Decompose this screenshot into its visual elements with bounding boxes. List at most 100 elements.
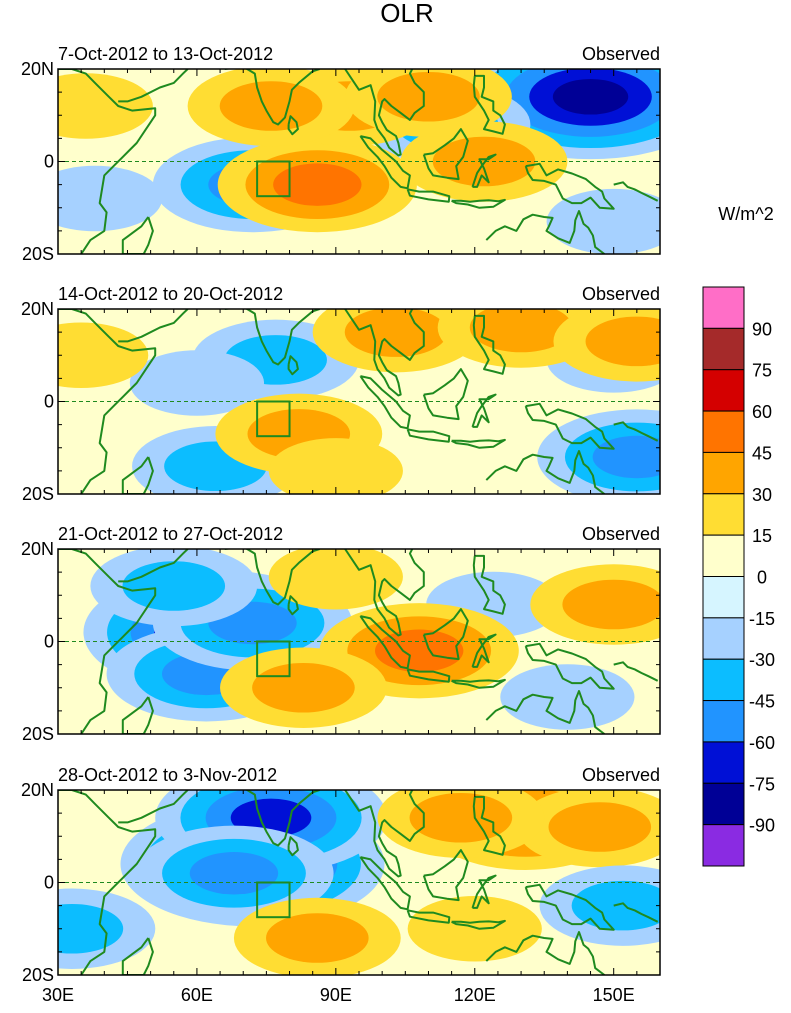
olr-contour-band (252, 662, 355, 713)
coastline (613, 181, 659, 202)
y-tick-label: 0 (44, 392, 54, 412)
coastline (224, 69, 320, 126)
colorbar-tick-label: -90 (749, 816, 775, 836)
coastline (472, 554, 506, 615)
coastline (451, 438, 506, 449)
colorbar-tick-label: 30 (752, 485, 772, 505)
colorbar-tick-label: 90 (752, 319, 772, 339)
coastline (406, 668, 451, 683)
coastline (344, 309, 425, 397)
y-tick-label: 20S (22, 244, 54, 264)
reference-box (256, 400, 291, 438)
olr-anomaly (217, 137, 417, 233)
olr-anomaly (268, 549, 403, 610)
coastlines (58, 790, 659, 975)
coastline (613, 421, 659, 442)
olr-anomaly (539, 865, 660, 946)
olr-anomaly (233, 897, 401, 975)
olr-field (58, 549, 660, 734)
olr-anomaly (134, 825, 334, 921)
coastline (224, 309, 320, 366)
colorbar: W/m^2 90 75 60 45 30 15 0 -15 -30 -45 -60 -75 -90 (702, 204, 775, 867)
olr-anomaly (58, 888, 156, 969)
olr-contour-band (546, 188, 660, 254)
olr-contour-band (219, 81, 323, 131)
coastline (472, 74, 506, 135)
coastline (613, 902, 659, 923)
coastline (287, 836, 299, 857)
colorbar-swatch (702, 576, 745, 619)
olr-contour-band (58, 165, 163, 232)
colorbar-swatch (702, 286, 745, 329)
olr-anomaly (268, 438, 403, 494)
olr-field (58, 69, 660, 254)
olr-anomaly (58, 322, 149, 389)
colorbar-tick-label: -45 (749, 692, 775, 712)
coastline (287, 355, 299, 376)
y-tick-label: 0 (44, 873, 54, 893)
coastline (121, 937, 154, 975)
coastline (58, 790, 157, 975)
olr-contour-band (562, 579, 660, 630)
olr-anomaly (530, 564, 660, 645)
coastline (471, 874, 497, 909)
colorbar-tick-label: -75 (749, 774, 775, 794)
coastlines (58, 309, 659, 494)
panel-source-label: Observed (582, 765, 660, 785)
coastline (58, 69, 157, 254)
y-tick-label: 20S (22, 484, 54, 504)
olr-anomaly (187, 69, 355, 147)
colorbar-swatch (702, 451, 745, 495)
coastline (344, 549, 425, 637)
olr-anomaly (220, 647, 387, 728)
olr-contour-band (58, 903, 124, 954)
y-tick-label: 20N (21, 780, 54, 800)
coastline (451, 678, 506, 689)
coastline (406, 188, 451, 203)
olr-anomaly (500, 664, 635, 730)
panel-source-label: Observed (582, 284, 660, 304)
coastline (485, 931, 605, 975)
panel: 14-Oct-2012 to 20-Oct-2012 Observed 20N 0 20… (21, 284, 661, 504)
colorbar-tick-label: -15 (749, 609, 775, 629)
x-axis-ticks: 30E 60E 90E 120E 150E (42, 985, 635, 1005)
coastline (524, 883, 615, 931)
olr-contour-band (58, 73, 153, 139)
panel-source-label: Observed (582, 44, 660, 64)
olr-contour-band (268, 549, 403, 610)
panel: 21-Oct-2012 to 27-Oct-2012 Observed 20N 0 20… (21, 524, 661, 744)
olr-contour-band (268, 438, 403, 494)
panel-period: 7-Oct-2012 to 13-Oct-2012 (58, 44, 273, 64)
olr-anomaly (407, 895, 542, 962)
olr-anomaly (312, 309, 480, 373)
coastline (58, 309, 157, 494)
coastline (471, 633, 497, 668)
coastline (121, 696, 154, 734)
coastlines (58, 69, 659, 254)
colorbar-swatch (702, 782, 745, 826)
coastline (118, 790, 189, 824)
olr-contour-band (189, 852, 279, 895)
panel-source-label: Observed (582, 524, 660, 544)
colorbar-swatch (702, 327, 745, 371)
colorbar-swatch (702, 741, 745, 784)
coastline (451, 198, 506, 209)
olr-field (58, 309, 660, 494)
coastline (451, 919, 506, 930)
olr-contour-band (592, 435, 660, 479)
olr-contour-band (552, 78, 629, 115)
reference-box (256, 160, 291, 198)
y-tick-label: 20N (21, 299, 54, 319)
x-tick-label: 150E (593, 985, 635, 1005)
colorbar-tick-label: 60 (752, 402, 772, 422)
olr-contour-band (266, 913, 369, 963)
panel-period: 14-Oct-2012 to 20-Oct-2012 (58, 284, 283, 304)
coastline (287, 115, 299, 136)
panel: 28-Oct-2012 to 3-Nov-2012 Observed 20N 0 20S (21, 765, 661, 985)
colorbar-swatch (702, 410, 745, 453)
olr-contour-band (409, 792, 513, 843)
coastline (224, 790, 320, 847)
coastline (613, 661, 659, 682)
colorbar-swatch (702, 658, 745, 702)
olr-anomaly (58, 165, 163, 232)
